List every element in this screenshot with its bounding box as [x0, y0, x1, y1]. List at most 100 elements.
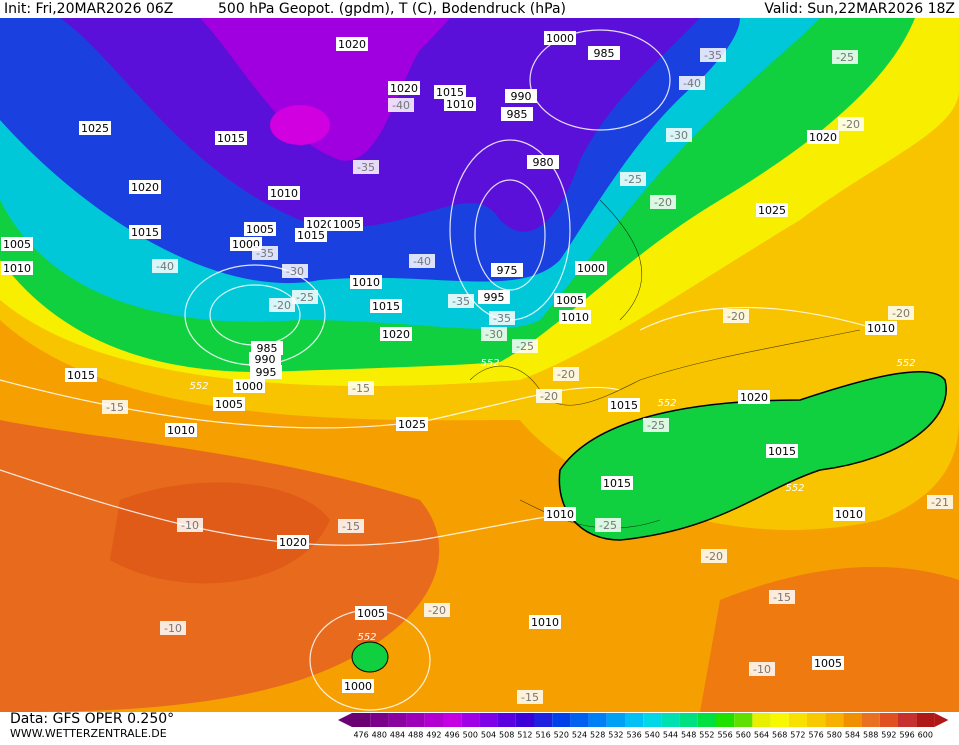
scale-swatch: [370, 713, 389, 727]
temperature-label-box: [481, 327, 507, 341]
valid-time: Valid: Sun,22MAR2026 18Z: [764, 1, 955, 17]
isobar-label-box: [215, 131, 247, 145]
temperature-label-box: [252, 246, 278, 260]
isobar-label-box: [554, 293, 586, 307]
isobar-label-box: [331, 217, 363, 231]
temperature-label: -35: [452, 295, 470, 308]
scale-swatch: [825, 713, 844, 727]
scale-swatch: [807, 713, 826, 727]
temperature-label: -15: [106, 401, 124, 414]
isobar-label: 1020: [131, 181, 159, 194]
scale-label: 500: [463, 731, 478, 740]
scale-label: 480: [372, 731, 387, 740]
isobar-label: 1015: [610, 399, 638, 412]
isobar-label-box: [277, 535, 309, 549]
isobar-label: 1000: [344, 680, 372, 693]
scale-label: 560: [736, 731, 751, 740]
scale-label: 508: [499, 731, 514, 740]
isobar-label: 1005: [357, 607, 385, 620]
scale-swatch: [479, 713, 498, 727]
isobar-label: 1015: [436, 86, 464, 99]
map-field: [0, 18, 959, 712]
temperature-label-box: [517, 690, 543, 704]
temperature-label-box: [643, 418, 669, 432]
scale-swatch: [497, 713, 516, 727]
temperature-label-box: [409, 254, 435, 268]
geopotential-label: 552: [357, 632, 376, 643]
isobar-label: 1005: [556, 294, 584, 307]
scale-label: 492: [426, 731, 441, 740]
scale-label: 544: [663, 731, 678, 740]
temperature-label: -30: [670, 129, 688, 142]
isobar-label: 1020: [306, 218, 334, 231]
scale-swatch: [625, 713, 644, 727]
scale-label: 576: [808, 731, 823, 740]
temperature-label-box: [448, 294, 474, 308]
isobar-label: 1010: [546, 508, 574, 521]
scale-swatch: [588, 713, 607, 727]
scale-arrow-left: [338, 713, 352, 727]
geopotential-label: 552: [657, 398, 676, 409]
scale-swatch: [788, 713, 807, 727]
isobar-label: 1020: [338, 38, 366, 51]
temperature-label: -30: [286, 265, 304, 278]
isobar-label: 995: [256, 366, 277, 379]
temperature-label-box: [700, 48, 726, 62]
isobar-label: 985: [507, 108, 528, 121]
scale-swatch: [443, 713, 462, 727]
scale-label: 588: [863, 731, 878, 740]
temperature-label: -35: [704, 49, 722, 62]
scale-label: 476: [353, 731, 368, 740]
scale-label: 572: [790, 731, 805, 740]
scale-swatch: [643, 713, 662, 727]
isobar-label: 1005: [215, 398, 243, 411]
isobar-label-box: [766, 444, 798, 458]
temperature-label: -20: [842, 118, 860, 131]
temperature-label: -10: [164, 622, 182, 635]
geopotential-label: 552: [785, 483, 804, 494]
temperature-label: -20: [557, 368, 575, 381]
temperature-label-box: [152, 259, 178, 273]
isobar-label-box: [478, 290, 510, 304]
isobar-label-box: [544, 507, 576, 521]
temperature-label: -15: [352, 382, 370, 395]
temperature-label-box: [927, 495, 953, 509]
scale-label: 556: [717, 731, 732, 740]
isobar-label-box: [370, 299, 402, 313]
scale-label: 548: [681, 731, 696, 740]
temperature-label-box: [723, 309, 749, 323]
scale-swatch: [424, 713, 443, 727]
temperature-label-box: [679, 76, 705, 90]
temperature-label-box: [620, 172, 646, 186]
scale-label: 580: [827, 731, 842, 740]
temperature-label-box: [832, 50, 858, 64]
isobar-label: 1010: [867, 322, 895, 335]
isobar-label: 1015: [768, 445, 796, 458]
temperature-label: -25: [647, 419, 665, 432]
temperature-label-box: [701, 549, 727, 563]
isobar-label-box: [388, 81, 420, 95]
temperature-label-box: [160, 621, 186, 635]
isobar-label-box: [833, 507, 865, 521]
isobar-label: 1000: [577, 262, 605, 275]
scale-swatch: [734, 713, 753, 727]
isobar-label-box: [342, 679, 374, 693]
isobar-label-box: [444, 97, 476, 111]
temperature-label-box: [769, 590, 795, 604]
scale-label: 584: [845, 731, 860, 740]
temperature-label-box: [666, 128, 692, 142]
temperature-label: -30: [485, 328, 503, 341]
isobar-label-box: [588, 46, 620, 60]
isobar-label-box: [1, 261, 33, 275]
scale-label: 520: [554, 731, 569, 740]
temperature-label-box: [292, 290, 318, 304]
isobar-label-box: [65, 368, 97, 382]
temperature-label-box: [489, 311, 515, 325]
geopotential-label: 552: [896, 358, 915, 369]
temperature-label: -25: [516, 340, 534, 353]
temperature-label-box: [269, 298, 295, 312]
isobar-label: 1020: [279, 536, 307, 549]
temperature-label-box: [553, 367, 579, 381]
scale-swatch: [916, 713, 935, 727]
